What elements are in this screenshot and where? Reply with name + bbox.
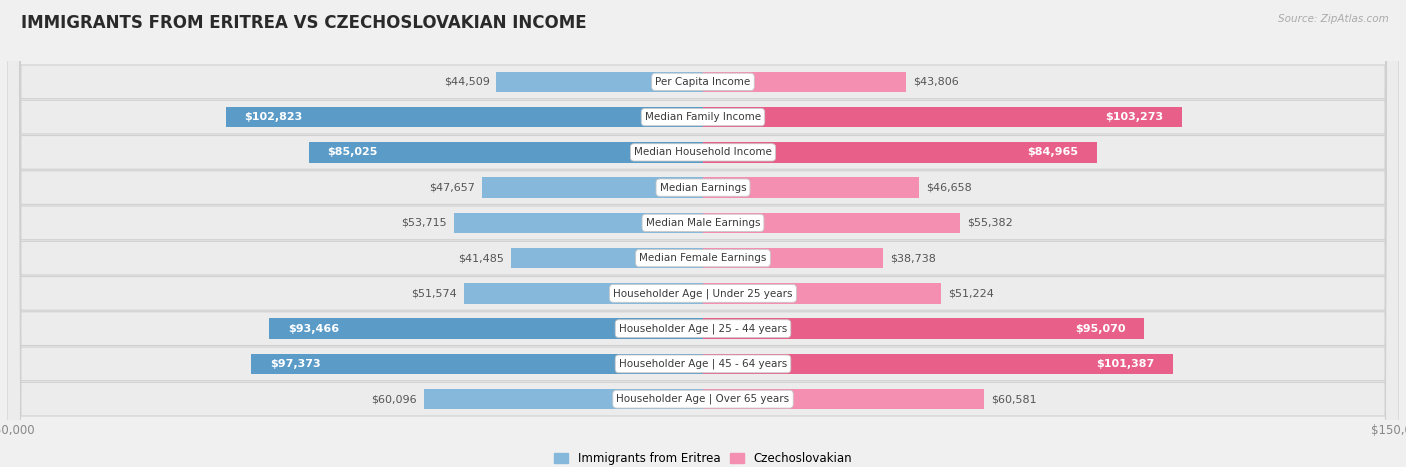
Text: Median Female Earnings: Median Female Earnings — [640, 253, 766, 263]
Text: $84,965: $84,965 — [1028, 148, 1078, 157]
Bar — [252, 354, 703, 374]
Text: Source: ZipAtlas.com: Source: ZipAtlas.com — [1278, 14, 1389, 24]
Text: $51,224: $51,224 — [948, 289, 994, 298]
FancyBboxPatch shape — [7, 0, 1399, 467]
FancyBboxPatch shape — [7, 0, 1399, 467]
Text: $51,574: $51,574 — [411, 289, 457, 298]
Text: Householder Age | 45 - 64 years: Householder Age | 45 - 64 years — [619, 359, 787, 369]
Text: $93,466: $93,466 — [288, 324, 339, 333]
Bar — [703, 107, 1182, 127]
Bar — [703, 212, 960, 233]
Text: $43,806: $43,806 — [914, 77, 959, 87]
Bar — [226, 107, 703, 127]
FancyBboxPatch shape — [7, 0, 1399, 467]
FancyBboxPatch shape — [7, 0, 1399, 467]
Bar — [703, 177, 920, 198]
Text: $55,382: $55,382 — [967, 218, 1012, 228]
Text: $53,715: $53,715 — [401, 218, 447, 228]
Text: $101,387: $101,387 — [1097, 359, 1154, 369]
Text: $41,485: $41,485 — [458, 253, 503, 263]
Bar — [425, 389, 703, 410]
Text: $103,273: $103,273 — [1105, 112, 1164, 122]
Bar — [703, 354, 1174, 374]
Text: $44,509: $44,509 — [444, 77, 489, 87]
Text: $47,657: $47,657 — [429, 183, 475, 192]
Bar — [703, 389, 984, 410]
Bar — [703, 71, 907, 92]
Text: IMMIGRANTS FROM ERITREA VS CZECHOSLOVAKIAN INCOME: IMMIGRANTS FROM ERITREA VS CZECHOSLOVAKI… — [21, 14, 586, 32]
FancyBboxPatch shape — [7, 0, 1399, 467]
Bar — [703, 283, 941, 304]
Text: $60,581: $60,581 — [991, 394, 1036, 404]
Legend: Immigrants from Eritrea, Czechoslovakian: Immigrants from Eritrea, Czechoslovakian — [554, 452, 852, 465]
Text: $97,373: $97,373 — [270, 359, 321, 369]
Bar — [454, 212, 703, 233]
Bar — [464, 283, 703, 304]
Text: $38,738: $38,738 — [890, 253, 935, 263]
FancyBboxPatch shape — [7, 0, 1399, 467]
Text: Per Capita Income: Per Capita Income — [655, 77, 751, 87]
Text: Median Earnings: Median Earnings — [659, 183, 747, 192]
Text: $102,823: $102,823 — [245, 112, 302, 122]
FancyBboxPatch shape — [7, 0, 1399, 467]
Text: Median Family Income: Median Family Income — [645, 112, 761, 122]
FancyBboxPatch shape — [7, 0, 1399, 467]
Bar — [482, 177, 703, 198]
Text: $85,025: $85,025 — [328, 148, 377, 157]
Text: Householder Age | Over 65 years: Householder Age | Over 65 years — [616, 394, 790, 404]
Text: Householder Age | Under 25 years: Householder Age | Under 25 years — [613, 288, 793, 298]
Text: Householder Age | 25 - 44 years: Householder Age | 25 - 44 years — [619, 323, 787, 334]
Text: $60,096: $60,096 — [371, 394, 418, 404]
Bar — [703, 142, 1097, 163]
Bar — [510, 248, 703, 269]
FancyBboxPatch shape — [7, 0, 1399, 467]
Text: Median Male Earnings: Median Male Earnings — [645, 218, 761, 228]
FancyBboxPatch shape — [7, 0, 1399, 467]
Text: Median Household Income: Median Household Income — [634, 148, 772, 157]
Bar — [270, 318, 703, 339]
Text: $46,658: $46,658 — [927, 183, 972, 192]
Bar — [703, 318, 1144, 339]
Bar — [308, 142, 703, 163]
Bar — [496, 71, 703, 92]
Text: $95,070: $95,070 — [1076, 324, 1126, 333]
Bar — [703, 248, 883, 269]
